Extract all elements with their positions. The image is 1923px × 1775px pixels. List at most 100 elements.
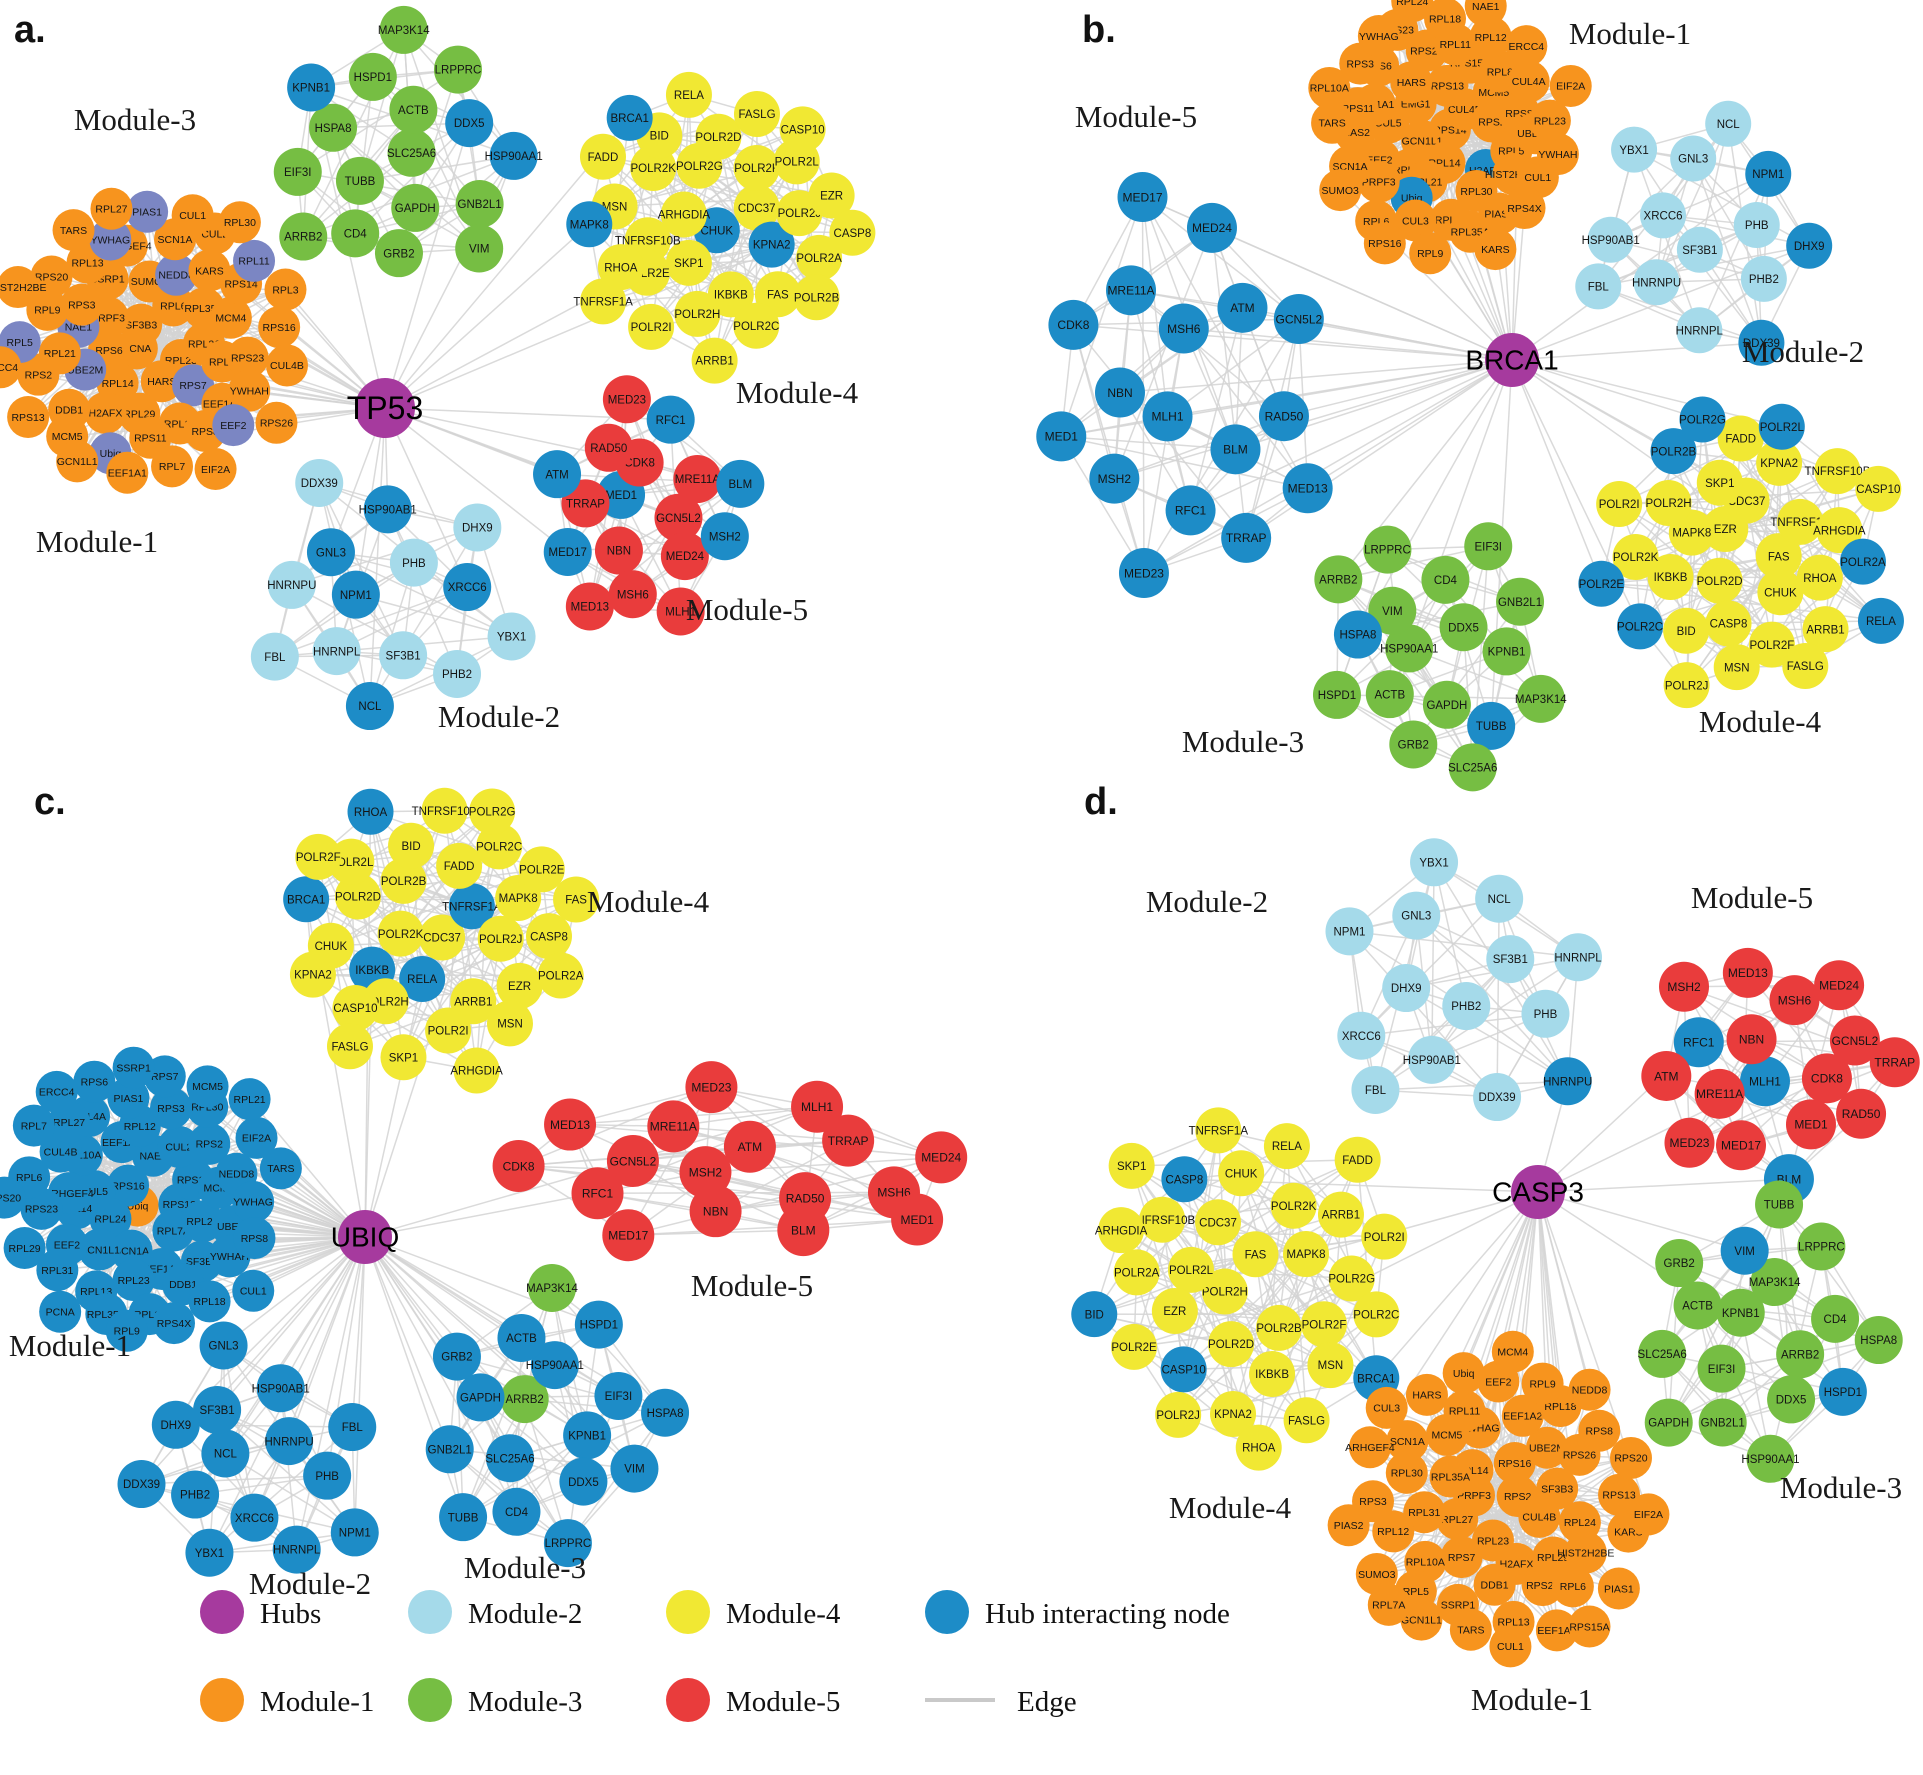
node-ezr[interactable]: EZR xyxy=(1151,1288,1198,1335)
node-tnfrsf10b[interactable]: TNFRSF10B xyxy=(1129,1196,1195,1243)
node-med23[interactable]: MED23 xyxy=(602,375,651,424)
node-nedd8[interactable]: NEDD8 xyxy=(155,253,198,296)
node-eif3i[interactable]: EIF3I xyxy=(1697,1344,1746,1393)
node-mcm4[interactable]: MCM4 xyxy=(209,296,252,339)
node-ncl[interactable]: NCL xyxy=(1705,100,1752,147)
node-sf3b1[interactable]: SF3B1 xyxy=(379,631,428,680)
node-slc25a6[interactable]: SLC25A6 xyxy=(1638,1329,1687,1378)
node-arhgef4[interactable]: ARHGEF4 xyxy=(1345,1426,1395,1469)
node-polr2e[interactable]: POLR2E xyxy=(1111,1323,1157,1370)
node-polr2c[interactable]: POLR2C xyxy=(733,302,779,349)
node-cul1[interactable]: CUL1 xyxy=(171,194,214,237)
node-msh6[interactable]: MSH6 xyxy=(1769,975,1820,1026)
node-rpl27[interactable]: RPL27 xyxy=(1436,1498,1479,1541)
node-hnrnpl[interactable]: HNRNPL xyxy=(312,627,361,676)
node-hspd1[interactable]: HSPD1 xyxy=(348,52,397,101)
node-phb2[interactable]: PHB2 xyxy=(171,1470,220,1519)
node-rpl18[interactable]: RPL18 xyxy=(1424,0,1467,40)
node-polr2g[interactable]: POLR2G xyxy=(1679,396,1726,443)
node-hspa8[interactable]: HSPA8 xyxy=(309,103,358,152)
node-polr2j[interactable]: POLR2J xyxy=(1155,1391,1202,1438)
node-polr2h[interactable]: POLR2H xyxy=(674,290,720,337)
node-mapk8[interactable]: MAPK8 xyxy=(566,201,613,248)
node-polr2c[interactable]: POLR2C xyxy=(476,823,522,870)
node-rfc1[interactable]: RFC1 xyxy=(646,395,695,444)
node-polr2g[interactable]: POLR2G xyxy=(469,788,516,835)
node-h2afx[interactable]: H2AFX xyxy=(84,391,127,434)
node-rhoa[interactable]: RHOA xyxy=(1796,554,1843,601)
node-mcm5[interactable]: MCM5 xyxy=(186,1065,229,1108)
node-eif3i[interactable]: EIF3I xyxy=(273,147,322,196)
node-vim[interactable]: VIM xyxy=(610,1444,659,1493)
node-gcn1l1[interactable]: GCN1L1 xyxy=(56,440,99,483)
node-casp8[interactable]: CASP8 xyxy=(525,913,572,960)
node-map3k14[interactable]: MAP3K14 xyxy=(526,1263,579,1312)
node-ddx39[interactable]: DDX39 xyxy=(1473,1073,1522,1122)
node-gcn5l2[interactable]: GCN5L2 xyxy=(606,1134,659,1187)
node-msh2[interactable]: MSH2 xyxy=(1659,961,1710,1012)
node-lrpprc[interactable]: LRPPRC xyxy=(433,45,482,94)
node-med13[interactable]: MED13 xyxy=(1722,947,1773,998)
node-hspa8[interactable]: HSPA8 xyxy=(641,1388,690,1437)
node-tnfrsf1a[interactable]: TNFRSF1A xyxy=(573,278,633,325)
node-eif3i[interactable]: EIF3I xyxy=(594,1371,643,1420)
node-xrcc6[interactable]: XRCC6 xyxy=(443,563,492,612)
node-cul2[interactable]: CUL2 xyxy=(157,1125,200,1168)
node-hsp90aa1[interactable]: HSP90AA1 xyxy=(1380,624,1438,673)
node-ercc4[interactable]: ERCC4 xyxy=(1505,25,1548,68)
node-msn[interactable]: MSN xyxy=(1307,1342,1354,1389)
node-actb[interactable]: ACTB xyxy=(1673,1281,1722,1330)
node-sf3b3[interactable]: SF3B3 xyxy=(1536,1467,1579,1510)
node-tubb[interactable]: TUBB xyxy=(1755,1180,1804,1229)
node-blm[interactable]: BLM xyxy=(716,459,765,508)
node-lrpprc[interactable]: LRPPRC xyxy=(1363,525,1412,574)
node-polr2b[interactable]: POLR2B xyxy=(1256,1304,1302,1351)
node-phb[interactable]: PHB xyxy=(1733,202,1780,249)
node-rfc1[interactable]: RFC1 xyxy=(571,1167,624,1220)
node-polr2a[interactable]: POLR2A xyxy=(1839,538,1886,585)
node-rpl35a[interactable]: RPL35A xyxy=(1429,1455,1472,1498)
node-gnl3[interactable]: GNL3 xyxy=(199,1321,248,1370)
node-phb[interactable]: PHB xyxy=(389,538,438,587)
node-fbl[interactable]: FBL xyxy=(250,632,299,681)
node-polr2k[interactable]: POLR2K xyxy=(377,910,424,957)
node-polr2f[interactable]: POLR2F xyxy=(1748,621,1795,668)
node-vim[interactable]: VIM xyxy=(1720,1226,1769,1275)
node-gapdh[interactable]: GAPDH xyxy=(391,183,440,232)
node-phb[interactable]: PHB xyxy=(1521,989,1570,1038)
node-hspd1[interactable]: HSPD1 xyxy=(574,1300,623,1349)
node-cul1[interactable]: CUL1 xyxy=(1489,1625,1532,1668)
node-rps20[interactable]: RPS20 xyxy=(0,1176,26,1219)
node-dhx9[interactable]: DHX9 xyxy=(453,503,502,552)
node-hnrnpl[interactable]: HNRNPL xyxy=(1676,307,1724,354)
node-skp1[interactable]: SKP1 xyxy=(1108,1142,1155,1189)
node-pias1[interactable]: PIAS1 xyxy=(126,190,169,233)
node-bid[interactable]: BID xyxy=(1663,607,1710,654)
node-polr2b[interactable]: POLR2B xyxy=(380,857,427,904)
node-med17[interactable]: MED17 xyxy=(602,1209,655,1262)
node-hsp90ab1[interactable]: HSP90AB1 xyxy=(252,1364,310,1413)
node-mlh1[interactable]: MLH1 xyxy=(1739,1056,1790,1107)
node-fadd[interactable]: FADD xyxy=(1334,1136,1381,1183)
node-rps4x[interactable]: RPS4X xyxy=(152,1302,195,1345)
node-med17[interactable]: MED17 xyxy=(1715,1120,1766,1171)
node-casp8[interactable]: CASP8 xyxy=(829,209,876,256)
node-msh2[interactable]: MSH2 xyxy=(1089,453,1140,504)
node-msn[interactable]: MSN xyxy=(1713,644,1760,691)
node-hspd1[interactable]: HSPD1 xyxy=(1818,1367,1867,1416)
node-ncl[interactable]: NCL xyxy=(201,1429,250,1478)
node-ddx39[interactable]: DDX39 xyxy=(117,1460,166,1509)
node-map3k14[interactable]: MAP3K14 xyxy=(378,5,430,54)
node-dhx9[interactable]: DHX9 xyxy=(1382,964,1431,1013)
node-rps2[interactable]: RPS2 xyxy=(17,353,60,396)
node-chuk[interactable]: CHUK xyxy=(1757,569,1804,616)
node-arrb1[interactable]: ARRB1 xyxy=(691,337,738,384)
node-rpl24[interactable]: RPL24 xyxy=(1391,0,1434,23)
node-rpl11[interactable]: RPL11 xyxy=(1443,1389,1486,1432)
node-cul3[interactable]: CUL3 xyxy=(1365,1386,1408,1429)
node-arhgdia[interactable]: ARHGDIA xyxy=(450,1047,503,1094)
node-hsp90aa1[interactable]: HSP90AA1 xyxy=(526,1341,584,1390)
node-polr2c[interactable]: POLR2C xyxy=(1353,1291,1399,1338)
node-ikbkb[interactable]: IKBKB xyxy=(1249,1351,1296,1398)
node-npm1[interactable]: NPM1 xyxy=(1745,150,1792,197)
